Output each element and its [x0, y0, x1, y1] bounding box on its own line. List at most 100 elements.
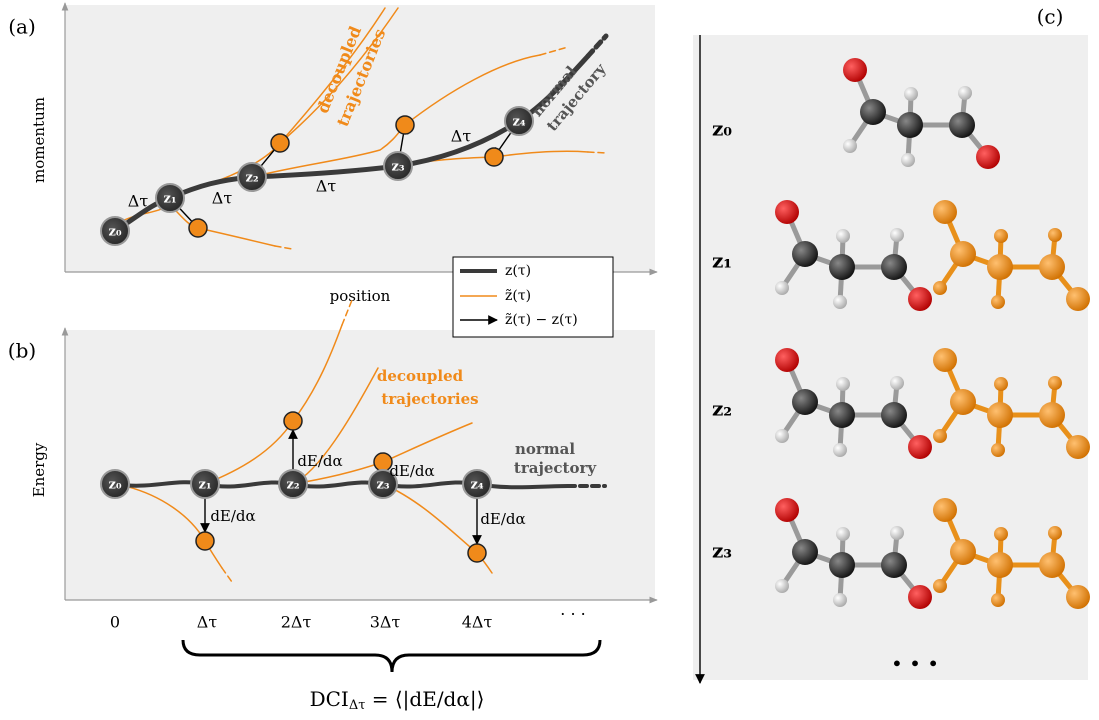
atom: [843, 58, 867, 82]
node-label: z₀: [108, 478, 121, 493]
atom: [775, 579, 789, 593]
atom-orange: [994, 229, 1008, 243]
atom: [792, 539, 818, 565]
node-label: z₁: [163, 192, 176, 207]
atom-orange: [991, 593, 1005, 607]
atom-orange: [1039, 254, 1065, 280]
atom: [949, 112, 975, 138]
difference-label: dE/dα: [389, 462, 434, 480]
node-label: z₁: [198, 478, 211, 493]
atom-orange: [933, 498, 957, 522]
x-tick-label: 2Δτ: [281, 613, 312, 632]
atom-orange: [991, 295, 1005, 309]
atom-orange: [1048, 228, 1062, 242]
atom: [890, 376, 904, 390]
atom: [881, 254, 907, 280]
frame-label: z₃: [712, 539, 732, 563]
atom: [836, 527, 850, 541]
step-label: Δτ: [451, 127, 472, 146]
atom: [775, 200, 799, 224]
frame-label: z₁: [712, 249, 732, 273]
x-tick-label: Δτ: [197, 613, 218, 632]
atom: [843, 139, 857, 153]
atom: [829, 402, 855, 428]
atom: [775, 348, 799, 372]
atom: [901, 153, 915, 167]
atom: [908, 287, 932, 311]
ellipsis: • • •: [891, 652, 939, 676]
axis-label: momentum: [30, 97, 48, 183]
atom: [908, 435, 932, 459]
brace: [183, 640, 600, 672]
atom-orange: [1039, 402, 1065, 428]
atom: [833, 295, 847, 309]
node-label: z₃: [391, 160, 404, 175]
axis-label: position: [330, 287, 391, 305]
panel-label: (b): [8, 339, 36, 363]
node-label: z₃: [376, 478, 389, 493]
atom: [958, 86, 972, 100]
difference-label: dE/dα: [297, 452, 342, 470]
annotation: decoupled: [377, 367, 464, 385]
atom-orange: [1039, 552, 1065, 578]
atom: [836, 229, 850, 243]
atom-orange: [987, 402, 1013, 428]
atom: [833, 593, 847, 607]
step-label: Δτ: [212, 189, 233, 208]
atom: [792, 389, 818, 415]
atom: [908, 585, 932, 609]
atom-orange: [933, 200, 957, 224]
atom: [829, 254, 855, 280]
decoupled-node: [485, 148, 503, 166]
atom: [890, 526, 904, 540]
atom: [976, 145, 1000, 169]
x-tick-label: 3Δτ: [370, 613, 401, 632]
atom-orange: [987, 552, 1013, 578]
decoupled-node: [468, 544, 486, 562]
decoupled-node: [196, 532, 214, 550]
annotation: trajectories: [381, 390, 478, 408]
atom-orange: [933, 348, 957, 372]
node-label: z₄: [470, 478, 483, 493]
legend-label: z̃(τ): [505, 288, 531, 304]
decoupled-node: [189, 219, 207, 237]
annotation: normal: [515, 440, 575, 458]
atom-orange: [994, 527, 1008, 541]
formula-part: = ⟨|dE/dα|⟩: [365, 687, 484, 712]
step-label: Δτ: [128, 192, 149, 211]
frame-label: z₀: [712, 117, 732, 141]
atom: [904, 87, 918, 101]
atom-orange: [933, 281, 947, 295]
atom: [890, 228, 904, 242]
legend-label: z̃(τ) − z(τ): [505, 312, 578, 328]
atom-orange: [1066, 287, 1090, 311]
x-tick-label: 0: [110, 613, 120, 632]
atom: [833, 443, 847, 457]
difference-label: dE/dα: [210, 507, 255, 525]
atom-orange: [950, 241, 976, 267]
panel-c-background: [693, 35, 1088, 680]
decoupled-node: [271, 134, 289, 152]
atom-orange: [1048, 376, 1062, 390]
figure: (a)momentumpositionz₀z₁z₂z₃z₄ΔτΔτΔτΔτdec…: [0, 0, 1099, 720]
atom: [881, 402, 907, 428]
node-label: z₂: [245, 171, 258, 186]
atom-orange: [1048, 526, 1062, 540]
atom: [829, 552, 855, 578]
atom-orange: [950, 389, 976, 415]
atom: [792, 241, 818, 267]
legend-label: z(τ): [505, 263, 531, 279]
difference-label: dE/dα: [480, 510, 525, 528]
atom: [836, 377, 850, 391]
atom-orange: [1066, 585, 1090, 609]
atom: [860, 99, 886, 125]
decoupled-node: [284, 412, 302, 430]
atom-orange: [933, 429, 947, 443]
atom-orange: [933, 579, 947, 593]
panel-label: (c): [1037, 5, 1064, 29]
formula-part: Δτ: [349, 698, 366, 713]
atom-orange: [987, 254, 1013, 280]
atom-orange: [1066, 435, 1090, 459]
axis-label: Energy: [30, 442, 48, 497]
formula: DCIΔτ = ⟨|dE/dα|⟩: [310, 687, 485, 713]
